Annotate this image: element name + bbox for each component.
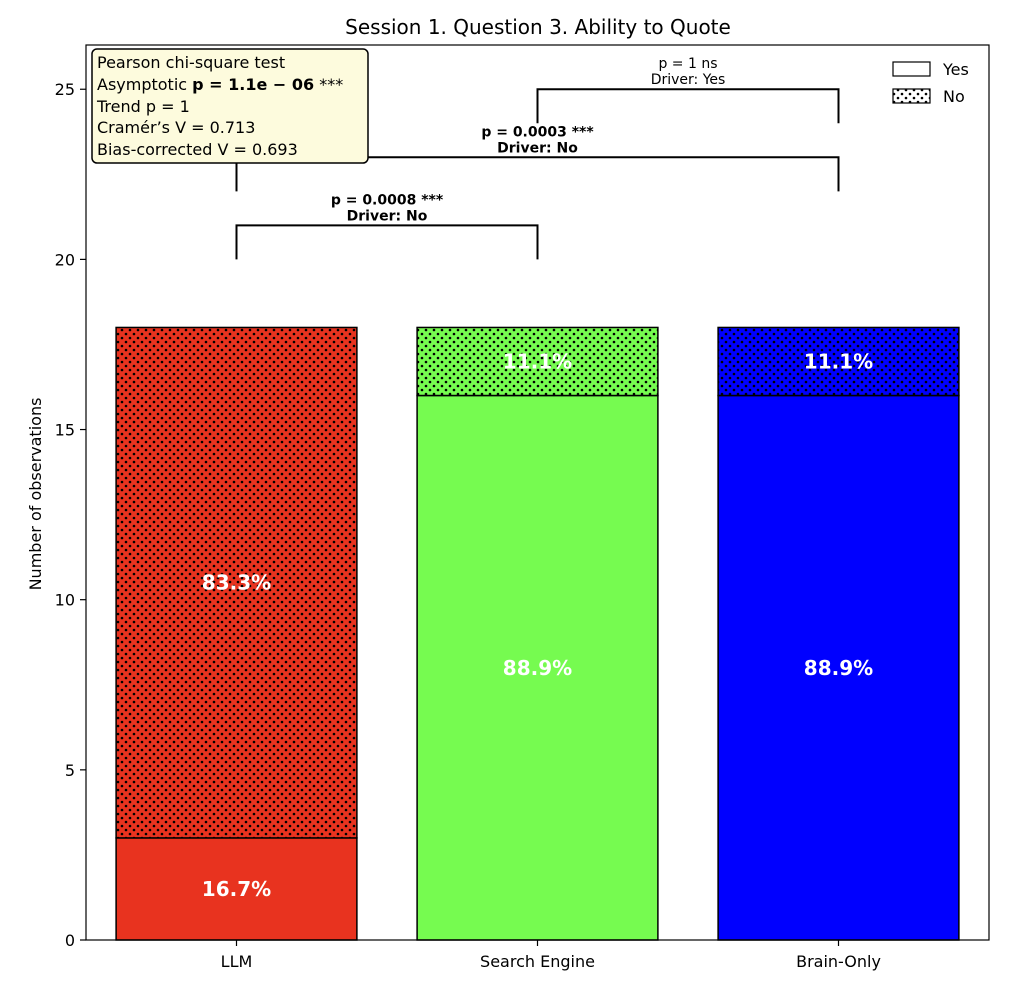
significance-bracket (536, 88, 840, 124)
bar-value-label: 88.9% (503, 656, 572, 680)
y-tick-label: 15 (55, 421, 75, 440)
bar-value-label: 88.9% (804, 656, 873, 680)
bar-yes-0 (116, 837, 357, 940)
bar-outline-no-2 (717, 326, 960, 397)
stats-bias-corrected-v: Bias-corrected V = 0.693 (97, 140, 298, 159)
legend-swatch (892, 88, 931, 104)
legend-swatch-pattern (893, 89, 930, 103)
y-tick-label: 0 (65, 931, 75, 950)
y-tick-label: 20 (55, 250, 75, 269)
y-tick-label: 5 (65, 761, 75, 780)
stats-test-name: Pearson chi-square test (97, 53, 285, 72)
significance-p-value: p = 0.0003 *** (481, 124, 594, 140)
significance-driver: Driver: No (497, 140, 578, 156)
bar-value-label: 11.1% (804, 349, 873, 373)
stats-asymptotic-p: Asymptotic p = 1.1e − 06 *** (97, 75, 343, 94)
bar-outline-no-0 (115, 326, 358, 839)
bar-yes-1 (417, 395, 658, 940)
legend-swatch-bg (893, 62, 930, 76)
stats-box (91, 48, 369, 164)
bar-value-label: 16.7% (202, 877, 271, 901)
y-axis-label: Number of observations (26, 398, 45, 591)
bar-value-label: 11.1% (503, 349, 572, 373)
bar-pattern-no-1 (417, 327, 658, 396)
significance-p-value: p = 0.0008 *** (331, 192, 444, 208)
y-tick-label: 10 (55, 591, 75, 610)
legend-swatch (892, 61, 931, 77)
legend-label: No (943, 87, 965, 106)
stats-trend-p: Trend p = 1 (96, 97, 190, 116)
stats-cramers-v: Cramér’s V = 0.713 (97, 118, 255, 137)
bar-outline-no-1 (416, 326, 659, 397)
x-tick-label: Brain-Only (796, 952, 881, 971)
bar-value-label: 83.3% (202, 571, 271, 595)
y-tick-label: 25 (55, 80, 75, 99)
significance-bracket (235, 156, 840, 192)
significance-driver: Driver: Yes (651, 72, 726, 88)
chart-title: Session 1. Question 3. Ability to Quote (345, 15, 731, 39)
x-tick-label: LLM (221, 952, 253, 971)
plot-area: 16.7% 88.9% 88.9% 83.3% 11.1% 11.1% 0 5 10 15 20 25… (55, 44, 990, 971)
legend-label: Yes (942, 60, 969, 79)
bar-yes-2 (718, 395, 959, 940)
significance-p-value: p = 1 ns (658, 56, 717, 72)
significance-bracket (235, 224, 539, 260)
x-tick-label: Search Engine (480, 952, 595, 971)
significance-driver: Driver: No (347, 208, 428, 224)
bar-pattern-no-2 (718, 327, 959, 396)
bar-pattern-no-0 (116, 327, 357, 838)
